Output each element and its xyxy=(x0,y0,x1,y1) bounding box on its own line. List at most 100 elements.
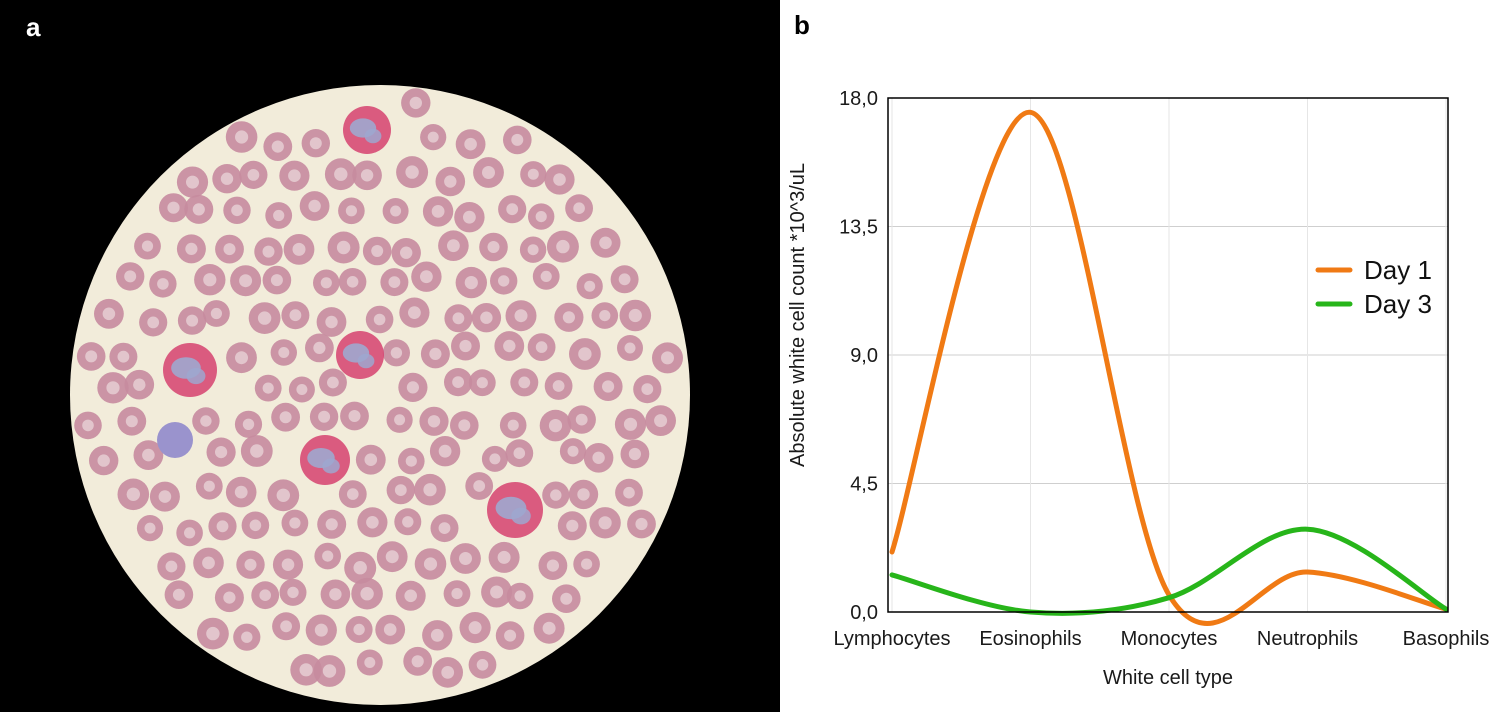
red-blood-cell-center xyxy=(144,522,156,534)
red-blood-cell-center xyxy=(289,309,302,322)
red-blood-cell-center xyxy=(592,451,605,464)
y-tick-label: 9,0 xyxy=(850,345,878,367)
red-blood-cell-center xyxy=(581,558,593,570)
red-blood-cell-center xyxy=(200,415,212,427)
red-blood-cell-center xyxy=(271,140,284,153)
red-blood-cell-center xyxy=(329,588,342,601)
red-blood-cell-center xyxy=(85,350,98,363)
x-tick-labels: Lymphocytes Eosinophils Monocytes Neutrophi… xyxy=(833,628,1489,650)
red-blood-cell-center xyxy=(239,274,253,288)
red-blood-cell-center xyxy=(288,169,301,182)
red-blood-cell-center xyxy=(280,620,292,633)
red-blood-cell-center xyxy=(385,550,399,564)
red-blood-cell-center xyxy=(476,659,489,671)
y-tick-label: 4,5 xyxy=(850,474,878,496)
red-blood-cell-center xyxy=(400,246,413,259)
red-blood-cell-center xyxy=(438,444,452,458)
red-blood-cell-center xyxy=(124,270,137,283)
red-blood-cell-center xyxy=(503,339,516,353)
red-blood-cell-center xyxy=(308,199,321,213)
red-blood-cell-center xyxy=(624,342,636,354)
x-tick-label: Monocytes xyxy=(1121,628,1218,650)
red-blood-cell-center xyxy=(186,175,199,189)
red-blood-cell-center xyxy=(552,380,565,392)
red-blood-cell-center xyxy=(411,655,424,668)
red-blood-cell-center xyxy=(518,376,531,389)
red-blood-cell-center xyxy=(473,480,486,492)
red-blood-cell-center xyxy=(220,172,234,185)
red-blood-cell-center xyxy=(244,558,257,571)
red-blood-cell-center xyxy=(623,417,638,431)
red-blood-cell-center xyxy=(327,376,339,389)
red-blood-cell-center xyxy=(577,488,590,501)
red-blood-cell-center xyxy=(257,311,272,325)
red-blood-cell-center xyxy=(322,664,337,678)
red-blood-cell-center xyxy=(405,165,419,179)
red-blood-cell-center xyxy=(540,270,552,282)
red-blood-cell-center xyxy=(476,377,488,389)
red-blood-cell-center xyxy=(234,485,248,499)
series-line-day-3 xyxy=(889,526,1449,616)
eosinophil-cell xyxy=(300,435,350,485)
red-blood-cell-center xyxy=(535,211,547,223)
red-blood-cell-center xyxy=(459,552,472,565)
red-blood-cell-center xyxy=(360,169,374,182)
red-blood-cell-center xyxy=(318,410,331,423)
red-blood-cell-center xyxy=(409,96,422,110)
red-blood-cell-center xyxy=(423,557,438,571)
red-blood-cell-center xyxy=(203,480,215,492)
legend-label: Day 1 xyxy=(1364,255,1432,285)
red-blood-cell-center xyxy=(353,561,367,575)
red-blood-cell-center xyxy=(325,518,338,531)
red-blood-cell-center xyxy=(548,419,563,433)
red-blood-cell-center xyxy=(262,382,274,394)
red-blood-cell-center xyxy=(133,378,146,391)
red-blood-cell-center xyxy=(654,414,668,428)
red-blood-cell-center xyxy=(498,275,510,287)
red-blood-cell-center xyxy=(560,592,573,605)
red-blood-cell-center xyxy=(210,307,222,320)
panel-label-a: a xyxy=(26,12,41,42)
red-blood-cell-center xyxy=(185,242,198,255)
red-blood-cell-center xyxy=(598,516,612,530)
red-blood-cell-center xyxy=(514,309,528,323)
chart-panel: 0,0 4,5 9,0 13,5 18,0 Lymphocytes Eosinophils… xyxy=(780,0,1498,712)
red-blood-cell-center xyxy=(628,308,642,323)
red-blood-cell-center xyxy=(623,486,635,499)
red-blood-cell-center xyxy=(573,202,585,214)
red-blood-cell-center xyxy=(364,657,376,668)
red-blood-cell-center xyxy=(406,381,419,394)
red-blood-cell-center xyxy=(231,204,243,217)
red-blood-cell-center xyxy=(223,591,236,604)
red-blood-cell-center xyxy=(235,351,248,365)
red-blood-cell-center xyxy=(287,586,299,599)
red-blood-cell-center xyxy=(247,169,260,181)
red-blood-cell-center xyxy=(353,623,365,636)
red-blood-cell-center xyxy=(336,240,351,255)
red-blood-cell-center xyxy=(661,351,674,365)
red-blood-cell-center xyxy=(506,203,519,216)
panel-label-b: b xyxy=(794,10,810,40)
red-blood-cell-center xyxy=(279,411,292,424)
red-blood-cell-center xyxy=(641,383,654,395)
red-blood-cell-center xyxy=(497,550,511,564)
red-blood-cell-center xyxy=(535,341,548,353)
x-tick-label: Basophils xyxy=(1403,628,1490,650)
red-blood-cell-center xyxy=(394,484,407,496)
red-blood-cell-center xyxy=(430,628,444,642)
red-blood-cell-center xyxy=(480,311,493,324)
red-blood-cell-center xyxy=(444,175,457,188)
red-blood-cell-center xyxy=(186,314,199,327)
red-blood-cell-center xyxy=(542,621,556,635)
red-blood-cell-center xyxy=(289,517,301,529)
red-blood-cell-center xyxy=(452,312,465,325)
white-blood-cells xyxy=(157,106,543,538)
red-blood-cell-center xyxy=(102,307,116,321)
red-blood-cell-center xyxy=(628,447,642,461)
red-blood-cell-center xyxy=(242,418,255,430)
red-blood-cell-center xyxy=(459,339,472,353)
red-blood-cell-center xyxy=(325,315,338,329)
red-blood-cell-center xyxy=(405,455,417,467)
red-blood-cell-center xyxy=(482,166,495,179)
red-blood-cell-center xyxy=(276,488,290,502)
